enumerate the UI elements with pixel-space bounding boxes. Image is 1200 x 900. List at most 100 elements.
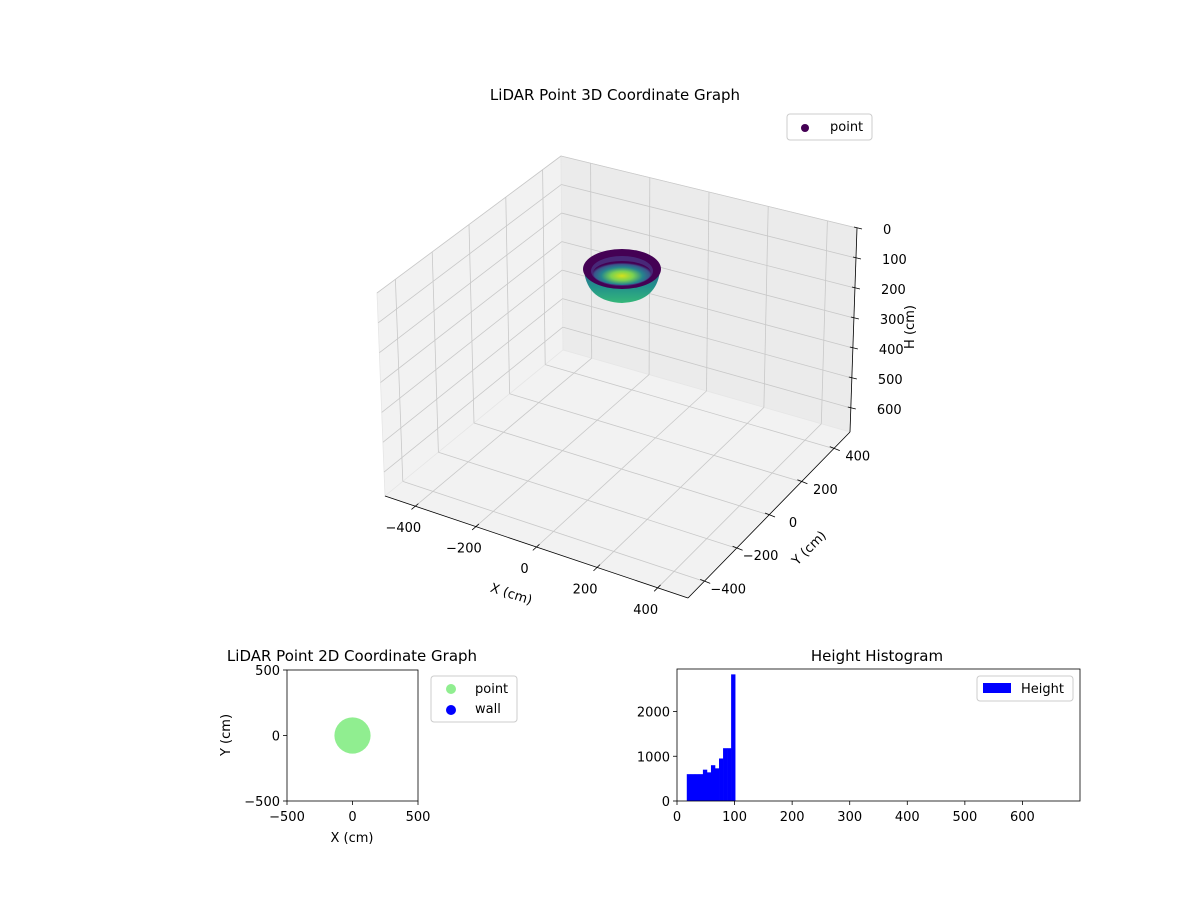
histogram-bar [694, 774, 700, 801]
legend-marker-wall-2d [446, 705, 456, 715]
scatter-2d-series-point [334, 717, 371, 754]
y-tick-3d-1 [732, 545, 743, 551]
z-tick-label-3d-0: 0 [883, 223, 891, 238]
chart-title-hist: Height Histogram [811, 647, 943, 665]
histogram-bar [719, 758, 724, 801]
x-tick-label-hist-5: 500 [952, 810, 977, 825]
y-grid-floor-0 [402, 481, 705, 582]
z-grid-left-5 [382, 298, 563, 443]
y-tick-label-3d-3: 200 [813, 483, 838, 498]
histogram-bar [710, 765, 716, 801]
y-grid-floor-1 [438, 451, 737, 549]
x-grid-back-2 [706, 191, 710, 392]
x-tick-label-3d-4: 400 [633, 603, 658, 618]
x-tick-label-3d-0: −400 [385, 521, 421, 536]
y-tick-label-hist-0: 0 [662, 795, 670, 810]
legend-label-point-2d: point [475, 682, 508, 697]
x-tick-label-hist-0: 0 [673, 810, 681, 825]
x-tick-label-hist-1: 100 [722, 810, 747, 825]
x-tick-3d-3 [593, 564, 601, 572]
x-tick-label-2d-0: −500 [269, 810, 305, 825]
histogram-bar [698, 774, 704, 801]
x-tick-label-2d-2: 500 [406, 810, 431, 825]
z-tick-label-3d-2: 200 [881, 283, 906, 298]
x-axis-label-3d: X (cm) [488, 581, 534, 609]
y-tick-label-2d-1: 0 [272, 730, 280, 745]
x-grid-back-4 [820, 220, 828, 424]
x-tick-3d-2 [532, 544, 540, 551]
legend-2d: point wall [430, 675, 518, 723]
y-axis-label-2d: Y (cm) [219, 714, 234, 757]
y-tick-label-3d-2: 0 [789, 516, 797, 531]
chart-title-3d: LiDAR Point 3D Coordinate Graph [490, 86, 740, 104]
z-tick-label-3d-4: 400 [879, 343, 904, 358]
z-grid-left-6 [383, 326, 564, 473]
z-tick-label-3d-3: 300 [880, 313, 905, 328]
histogram-bar [723, 748, 728, 801]
histogram-bar [714, 768, 720, 801]
z-grid-left-1 [377, 184, 562, 324]
x-grid-back-3 [763, 206, 769, 408]
y-tick-3d-0 [700, 579, 711, 584]
legend-hist: Height [976, 675, 1074, 702]
z-grid-back-5 [562, 298, 852, 379]
plot-histogram: Height Histogram 0 100 200 300 400 500 600 0 100… [637, 647, 1081, 825]
ticks-3d: −400 −200 0 200 400 −400 −200 0 200 400 0 100 200 300… [385, 223, 906, 618]
z-tick-3d-1 [852, 256, 862, 260]
plot-2d: LiDAR Point 2D Coordinate Graph −500 0 500… [219, 647, 518, 846]
ticks-hist: 0 100 200 300 400 500 600 0 1000 2000 [637, 706, 1035, 825]
plot-3d: LiDAR Point 3D Coordinate Graph −400 −200… [376, 86, 918, 618]
plot-frame-hist [676, 668, 1081, 802]
z-grid-back-1 [561, 184, 857, 259]
y-tick-3d-2 [764, 512, 776, 518]
z-tick-3d-6 [847, 406, 856, 410]
x-tick-label-3d-2: 0 [520, 562, 528, 577]
x-tick-label-3d-1: −200 [446, 542, 482, 557]
z-tick-3d-0 [853, 226, 863, 230]
legend-marker-point-2d [446, 684, 456, 694]
z-tick-label-3d-6: 600 [877, 403, 902, 418]
histogram-bars [686, 674, 736, 801]
histogram-bar [731, 674, 736, 801]
y-tick-label-3d-4: 400 [845, 450, 870, 465]
ticks-2d: −500 0 500 −500 0 500 [244, 664, 430, 825]
z-grid-left-0 [376, 155, 562, 294]
y-grid-floor-4 [545, 364, 834, 449]
histogram-bar [686, 774, 692, 801]
x-tick-label-hist-3: 300 [837, 810, 862, 825]
x-tick-3d-1 [471, 523, 480, 531]
histogram-bar [727, 748, 732, 801]
x-axis-label-2d: X (cm) [331, 831, 374, 846]
z-tick-3d-5 [848, 376, 857, 380]
y-tick-label-hist-1: 1000 [637, 750, 670, 765]
x-tick-label-hist-2: 200 [780, 810, 805, 825]
y-tick-3d-3 [797, 479, 808, 485]
histogram-bar [702, 769, 708, 801]
legend-label-wall-2d: wall [475, 702, 501, 717]
legend-label-height: Height [1021, 682, 1064, 697]
y-grid-left-0 [395, 279, 404, 482]
scatter-2d-marks [334, 717, 371, 754]
z-tick-3d-2 [851, 286, 861, 290]
y-grid-floor-3 [509, 393, 802, 483]
y-grid-left-1 [431, 251, 439, 453]
x-tick-label-2d-1: 0 [348, 810, 356, 825]
y-grid-left-3 [505, 197, 510, 394]
y-tick-label-3d-0: −400 [710, 582, 746, 597]
z-tick-label-3d-1: 100 [882, 253, 907, 268]
grid-3d [376, 155, 858, 589]
x-tick-3d-0 [411, 503, 419, 510]
histogram-bar [690, 774, 696, 801]
y-tick-label-hist-2: 2000 [637, 706, 670, 721]
bowl-inner-surface [593, 261, 651, 285]
z-grid-back-0 [560, 155, 858, 229]
histogram-bar [706, 772, 712, 801]
z-axis-line-3d [849, 227, 858, 433]
z-tick-label-3d-5: 500 [878, 373, 903, 388]
x-tick-label-hist-6: 600 [1010, 810, 1035, 825]
legend-label-point-3d: point [830, 120, 863, 135]
x-tick-label-hist-4: 400 [895, 810, 920, 825]
z-grid-left-2 [379, 212, 562, 354]
legend-3d: point [786, 113, 873, 141]
